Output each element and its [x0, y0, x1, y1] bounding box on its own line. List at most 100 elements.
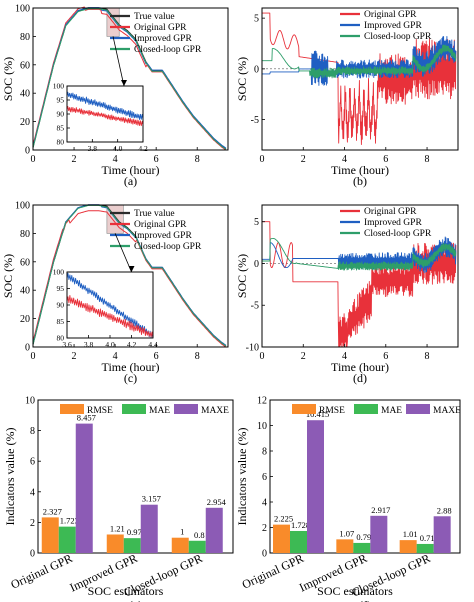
a-ytick-label: 40: [20, 89, 30, 100]
e-category-label-0: Original GPR: [8, 551, 74, 592]
f-frame: [269, 399, 461, 554]
c-frame: [32, 204, 229, 348]
a-inset-ytick-label: 100: [53, 82, 65, 91]
c-ytick-label: 60: [20, 257, 30, 268]
e-bar-maxe-1: [140, 504, 158, 553]
b-legend-label-orig: Original GPR: [364, 10, 417, 20]
f-data-label-rmse-0: 2.225: [274, 514, 293, 524]
a-frame: [32, 7, 229, 151]
c-inset-ytick-label: 85: [57, 317, 65, 326]
f-bar-mae-2: [416, 543, 434, 553]
f-ytick-label: 2: [262, 523, 267, 534]
c-xtick-label: 4: [113, 351, 118, 362]
a-inset-series-imp: [66, 91, 144, 121]
d-legend-label-orig: Original GPR: [364, 207, 417, 217]
b-series-imp: [261, 35, 457, 86]
f-bar-maxe-0: [307, 420, 324, 553]
f-ytick-label: 10: [257, 421, 267, 432]
c-inset-ytick-label: 80: [57, 334, 65, 343]
e-bar-rmse-1: [106, 534, 124, 553]
panel-d: -10 -5 0 5 0 2 4 6 8 Time (hour) SOC (%) (d) Origina…: [235, 204, 459, 385]
a-inset-xtick-label: 4.2: [138, 144, 148, 153]
b-xtick-label: 0: [260, 154, 265, 165]
b-xtick-label: 6: [383, 154, 388, 165]
b-legend-label-imp: Improved GPR: [364, 21, 422, 31]
a-zoom-connector: [112, 36, 125, 87]
a-inset-ytick-label: 95: [57, 96, 65, 105]
a-legend-label-orig: Original GPR: [134, 23, 187, 33]
b-series-cl: [261, 44, 457, 79]
d-series-cl: [261, 237, 457, 271]
f-data-label-maxe-0: 10.415: [306, 409, 329, 419]
f-legend-label-maxe: MAXE: [433, 406, 461, 416]
d-series-orig: [261, 221, 457, 348]
f-bar-maxe-1: [370, 515, 388, 553]
a-ytick-label: 0: [25, 146, 30, 157]
c-inset-ytick-label: 90: [57, 301, 65, 310]
d-xtick-label: 0: [260, 351, 265, 362]
a-ytick-label: 20: [20, 117, 30, 128]
a-inset-xtick-label: 4.0: [113, 144, 123, 153]
panel-a-inset: 80 85 90 95 100 3.8 4.0 4.2: [53, 82, 148, 154]
f-legend-swatch-maxe: [406, 404, 430, 414]
a-ytick-label: 60: [20, 60, 30, 71]
e-ytick-label: 8: [30, 426, 35, 437]
e-legend-label-mae: MAE: [149, 406, 170, 416]
f-ytick-label: 0: [262, 549, 267, 560]
c-xtick-label: 0: [31, 351, 36, 362]
f-legend-label-rmse: RMSE: [319, 406, 345, 416]
d-ylabel: SOC (%): [235, 254, 249, 298]
panel-c: 0 20 40 60 80 100 0 2 4 6 8 Time (hour) SOC (%) (c) Tr…: [1, 201, 229, 385]
a-xlabel: Time (hour): [102, 163, 160, 177]
e-bar-maxe-2: [205, 507, 223, 553]
f-legend-swatch-mae: [354, 404, 378, 414]
c-ytick-label: 0: [25, 343, 30, 354]
c-ytick-label: 80: [20, 229, 30, 240]
e-data-label-maxe-2: 2.954: [207, 497, 227, 507]
f-ytick-label: 4: [262, 498, 267, 509]
f-data-label-maxe-1: 2.917: [371, 505, 390, 515]
c-panel-label: (c): [124, 371, 137, 385]
f-legend-swatch-rmse: [292, 404, 316, 414]
panel-b: -5 0 5 0 2 4 6 8 Time (hour) SOC (%) (b) Original G…: [235, 7, 459, 188]
c-legend-label-cl: Closed-loop GPR: [134, 242, 202, 252]
e-data-label-maxe-1: 3.157: [142, 494, 161, 504]
f-data-label-maxe-2: 2.88: [437, 505, 452, 515]
e-data-label-maxe-0: 8.457: [77, 413, 96, 423]
d-xlabel: Time (hour): [331, 360, 389, 374]
a-inset-xtick-label: 3.8: [88, 144, 98, 153]
a-ytick-label: 100: [15, 4, 30, 15]
c-zoom-arrowhead: [128, 266, 135, 272]
f-data-label-mae-2: 0.71: [420, 533, 435, 543]
b-frame: [261, 7, 459, 151]
f-ytick-label: 8: [262, 447, 267, 458]
d-xtick-label: 4: [342, 351, 347, 362]
f-ylabel: Indicators value (%): [235, 428, 249, 526]
e-bar-rmse-2: [171, 537, 189, 553]
e-legend-swatch-maxe: [174, 404, 198, 414]
e-ytick-label: 10: [25, 396, 35, 407]
a-inset-series-orig: [66, 106, 144, 127]
b-ytick-label: -5: [251, 115, 259, 126]
b-ytick-label: 5: [254, 14, 259, 25]
panel-c-inset: 80 85 90 95 100 3.6 3.8 4.0 4.2 4.4: [53, 268, 158, 350]
a-ytick-label: 80: [20, 32, 30, 43]
c-series-cl: [32, 204, 227, 347]
c-inset-series-orig: [66, 294, 154, 339]
e-legend-label-rmse: RMSE: [87, 406, 113, 416]
a-xtick-label: 0: [31, 154, 36, 165]
a-panel-label: (a): [124, 174, 137, 188]
c-inset-xtick-label: 4.4: [148, 340, 158, 349]
a-zoom-arrowhead: [121, 80, 127, 86]
e-data-label-rmse-1: 1.21: [110, 523, 125, 533]
d-xtick-label: 8: [425, 351, 430, 362]
a-legend-label-cl: Closed-loop GPR: [134, 45, 202, 55]
a-inset-ytick-label: 80: [57, 138, 65, 147]
c-xtick-label: 2: [72, 351, 77, 362]
b-xtick-label: 2: [301, 154, 306, 165]
c-inset-xtick-label: 3.6: [62, 340, 72, 349]
c-ylabel: SOC (%): [1, 254, 15, 298]
a-inset-ytick-label: 85: [57, 124, 65, 133]
f-bar-rmse-2: [399, 540, 417, 553]
